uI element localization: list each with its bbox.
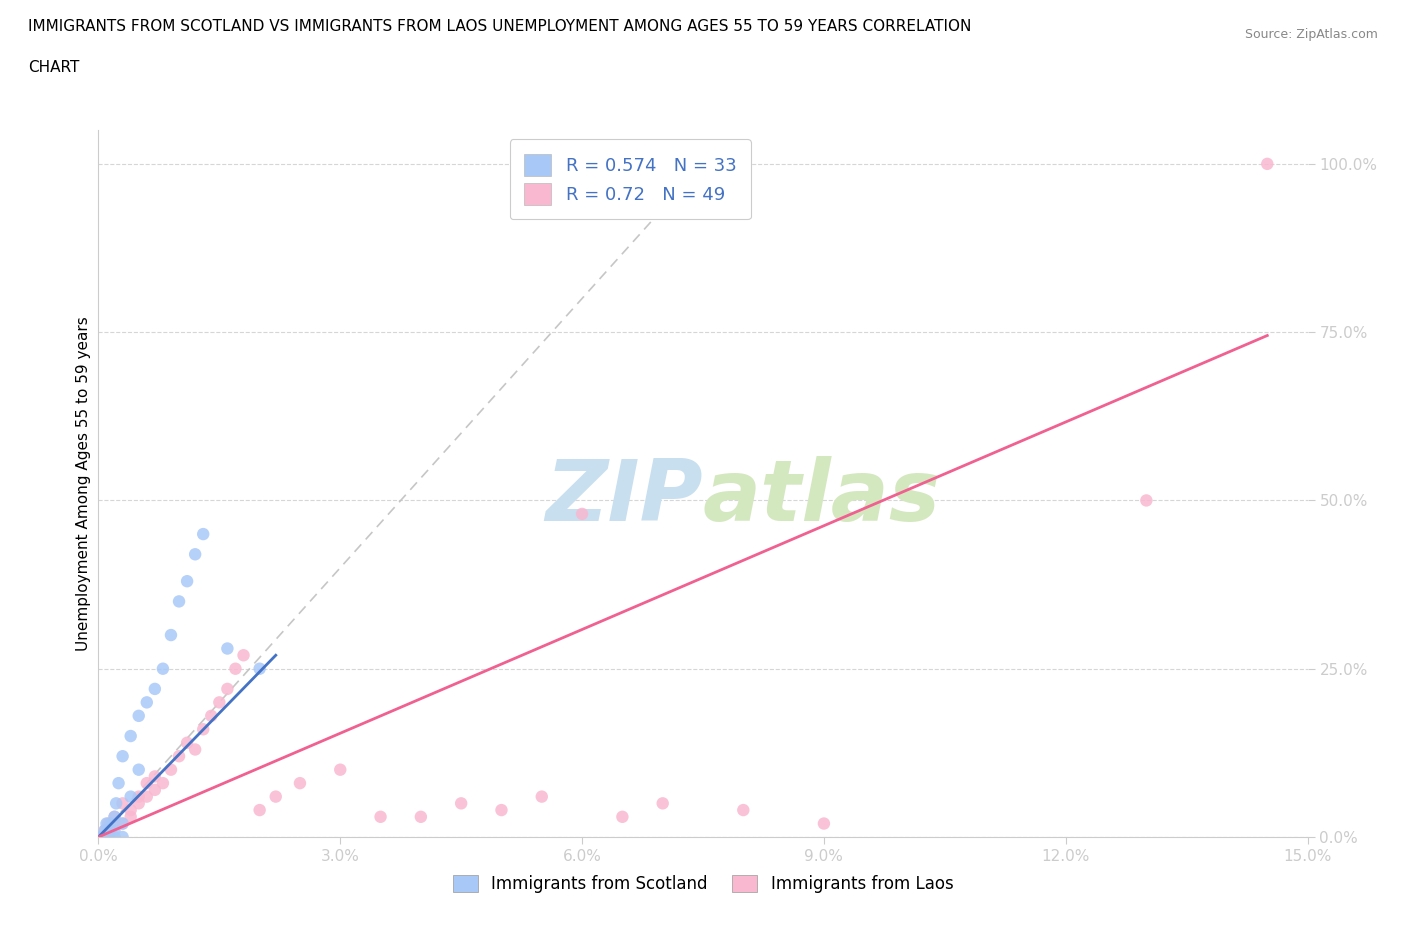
Point (111, 817, 134, 831)
Point (103, 817, 125, 831)
Point (651, 796, 673, 811)
Point (128, 790, 150, 804)
Text: ZIP: ZIP (546, 457, 703, 539)
Text: CHART: CHART (28, 60, 80, 75)
Point (264, 790, 287, 804)
Point (91, 830, 114, 844)
Point (103, 823, 125, 838)
Point (96, 823, 118, 838)
Point (120, 728, 142, 743)
Point (97, 830, 120, 844)
Point (89, 830, 111, 844)
Point (97, 823, 120, 838)
Point (111, 830, 134, 844)
Point (167, 749, 190, 764)
Point (193, 526, 215, 541)
Text: IMMIGRANTS FROM SCOTLAND VS IMMIGRANTS FROM LAOS UNEMPLOYMENT AMONG AGES 55 TO 5: IMMIGRANTS FROM SCOTLAND VS IMMIGRANTS F… (28, 19, 972, 33)
Point (135, 776, 157, 790)
Point (100, 817, 122, 831)
Point (93, 830, 115, 844)
Point (111, 749, 134, 764)
Point (111, 796, 134, 811)
Point (1256, 156, 1278, 171)
Point (193, 722, 215, 737)
Point (105, 796, 128, 811)
Point (120, 809, 142, 824)
Point (107, 776, 129, 790)
Point (120, 790, 142, 804)
Point (91, 830, 114, 844)
Point (103, 809, 125, 824)
Point (217, 641, 239, 656)
Point (249, 803, 271, 817)
Point (160, 763, 183, 777)
Point (184, 547, 207, 562)
Point (103, 809, 125, 824)
Point (120, 803, 142, 817)
Point (224, 661, 246, 676)
Point (450, 796, 472, 811)
Point (96, 830, 118, 844)
Point (733, 803, 755, 817)
Point (96, 830, 118, 844)
Point (135, 695, 157, 710)
Text: Source: ZipAtlas.com: Source: ZipAtlas.com (1244, 28, 1378, 41)
Text: atlas: atlas (703, 457, 941, 539)
Point (97, 830, 120, 844)
Point (97, 817, 120, 831)
Point (1135, 493, 1157, 508)
Point (90, 830, 112, 844)
Legend: Immigrants from Scotland, Immigrants from Laos: Immigrants from Scotland, Immigrants fro… (446, 868, 960, 899)
Point (143, 769, 166, 784)
Point (530, 790, 553, 804)
Point (90, 830, 112, 844)
Point (128, 709, 150, 724)
Point (200, 709, 222, 724)
Point (167, 594, 190, 609)
Point (93, 830, 115, 844)
Point (89, 830, 111, 844)
Y-axis label: Unemployment Among Ages 55 to 59 years: Unemployment Among Ages 55 to 59 years (76, 316, 91, 651)
Point (612, 809, 634, 824)
Point (217, 682, 239, 697)
Point (329, 763, 352, 777)
Point (103, 830, 125, 844)
Point (160, 628, 183, 643)
Point (208, 695, 231, 710)
Point (100, 823, 122, 838)
Point (288, 776, 311, 790)
Point (370, 809, 392, 824)
Point (111, 817, 134, 831)
Point (409, 809, 432, 824)
Point (491, 803, 513, 817)
Point (143, 782, 166, 797)
Point (249, 661, 271, 676)
Point (128, 796, 150, 811)
Point (100, 830, 122, 844)
Point (128, 763, 150, 777)
Point (135, 790, 157, 804)
Point (152, 661, 174, 676)
Point (813, 817, 835, 831)
Point (571, 507, 593, 522)
Point (94, 823, 117, 838)
Point (152, 776, 174, 790)
Point (232, 648, 254, 663)
Point (176, 736, 198, 751)
Point (143, 682, 166, 697)
Point (184, 742, 207, 757)
Point (94, 823, 117, 838)
Point (176, 574, 198, 589)
Point (96, 817, 118, 831)
